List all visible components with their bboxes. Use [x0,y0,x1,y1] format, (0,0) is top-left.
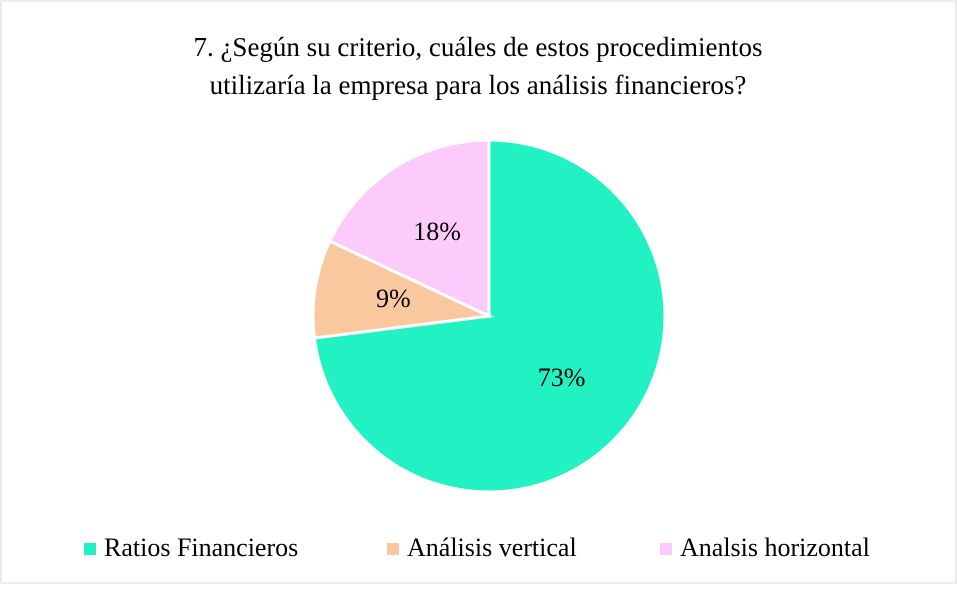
legend-label: Ratios Financieros [104,533,298,562]
pie-slice [327,138,491,319]
data-label: 18% [413,217,461,246]
legend-marker [387,543,399,555]
pie-slice [311,239,495,340]
data-label: 73% [538,363,586,392]
chart-title: 7. ¿Según su criterio, cuáles de estos p… [193,32,762,62]
legend-label: Analsis horizontal [680,533,870,562]
data-label: 9% [376,284,411,313]
legend-label: Análisis vertical [407,533,577,562]
legend-marker [660,543,672,555]
chart-title: utilizaría la empresa para los análisis … [210,70,747,100]
legend-marker [84,543,96,555]
